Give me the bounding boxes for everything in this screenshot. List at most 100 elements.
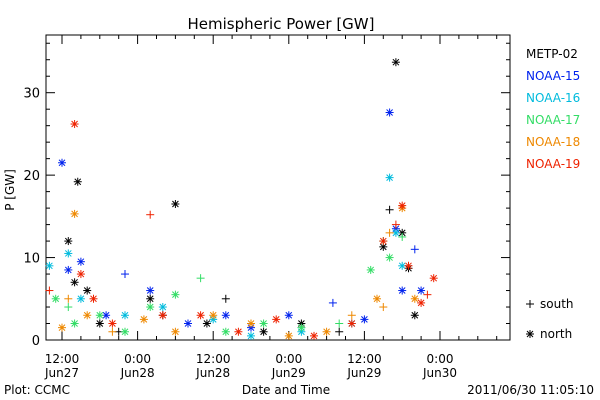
data-point — [95, 311, 104, 320]
data-point — [95, 319, 104, 328]
data-point — [423, 290, 432, 299]
data-point — [328, 298, 337, 307]
data-point — [70, 278, 79, 287]
y-tick-label: 10 — [23, 252, 40, 267]
data-point — [184, 319, 192, 328]
y-tick-label: 30 — [23, 87, 40, 102]
marker-legend-label: north — [540, 327, 572, 341]
x-tick-label-date: Jun27 — [44, 366, 79, 380]
data-point — [398, 261, 407, 270]
data-point — [398, 286, 407, 295]
data-point — [221, 327, 230, 336]
data-point — [108, 319, 117, 328]
x-tick-label-time: 0:00 — [427, 352, 454, 366]
data-point — [347, 319, 356, 328]
data-point — [259, 327, 268, 336]
data-point — [64, 303, 73, 312]
plot-frame — [45, 34, 511, 341]
data-point — [121, 270, 129, 279]
data-point — [58, 323, 66, 332]
marker-legend-symbol — [526, 330, 534, 338]
data-point — [234, 327, 243, 336]
data-point — [391, 220, 400, 229]
data-point — [284, 311, 293, 320]
data-point — [385, 173, 394, 182]
data-point — [379, 237, 388, 246]
data-point — [89, 294, 98, 303]
data-point — [70, 319, 79, 328]
data-point — [45, 261, 54, 270]
chart-title: Hemispheric Power [GW] — [188, 15, 375, 33]
data-point — [247, 331, 255, 340]
data-point — [196, 274, 205, 283]
data-point — [221, 311, 230, 320]
data-point — [297, 323, 306, 332]
data-point — [335, 319, 344, 328]
x-tick-label-date: Jun30 — [422, 366, 457, 380]
data-point — [64, 249, 73, 258]
x-tick-label-date: Jun29 — [346, 366, 381, 380]
data-point — [121, 311, 129, 320]
data-point — [373, 294, 381, 303]
data-point — [171, 199, 180, 208]
data-point — [158, 303, 167, 312]
data-point — [417, 298, 426, 307]
data-point — [247, 319, 255, 328]
data-point — [70, 209, 79, 218]
data-point — [259, 319, 268, 328]
data-point — [379, 303, 388, 312]
data-point — [379, 242, 388, 251]
data-point — [83, 311, 92, 320]
x-tick-label-date: Jun29 — [271, 366, 306, 380]
legend-entry: NOAA-16 — [526, 91, 580, 105]
y-axis: 0 10 20 30 — [23, 42, 510, 349]
data-point — [76, 270, 85, 279]
data-point — [398, 232, 407, 241]
legend-entry: NOAA-19 — [526, 157, 580, 171]
y-axis-label: P [GW] — [3, 169, 17, 211]
data-point — [429, 274, 438, 283]
data-point — [146, 286, 155, 295]
x-axis-label: Date and Time — [242, 383, 330, 397]
data-point — [64, 237, 73, 246]
data-point — [209, 311, 218, 320]
y-tick-label: 0 — [32, 334, 40, 349]
data-point — [322, 327, 331, 336]
data-point — [398, 201, 407, 210]
data-point — [366, 265, 375, 274]
data-point — [272, 315, 281, 324]
legend-entry: NOAA-18 — [526, 135, 580, 149]
data-point — [76, 257, 85, 266]
data-point — [410, 311, 419, 320]
data-point — [196, 311, 205, 320]
data-point — [83, 286, 92, 295]
data-point — [347, 311, 356, 320]
data-point — [284, 331, 293, 340]
data-point — [73, 177, 82, 186]
marker-legend-label: south — [540, 297, 574, 311]
data-point — [385, 253, 394, 262]
data-point — [70, 120, 79, 129]
footer-right: 2011/06/30 11:05:10 — [467, 383, 594, 397]
y-tick-label: 20 — [23, 169, 40, 184]
data-point — [146, 294, 155, 303]
data-point — [51, 294, 60, 303]
series-legend: METP-02 NOAA-15 NOAA-16 NOAA-17 NOAA-18 NOAA-… — [526, 47, 580, 171]
data-point — [385, 108, 394, 117]
data-point — [171, 290, 180, 299]
data-point — [158, 311, 167, 320]
x-tick-label-time: 0:00 — [124, 352, 151, 366]
legend-entry: NOAA-15 — [526, 69, 580, 83]
x-tick-label-date: Jun28 — [195, 366, 230, 380]
marker-legend-symbol — [526, 300, 534, 308]
legend-entry: METP-02 — [526, 47, 578, 61]
data-point — [417, 286, 426, 295]
data-point — [76, 294, 85, 303]
legend-entry: NOAA-17 — [526, 113, 580, 127]
data-points — [45, 58, 438, 340]
x-tick-label-time: 0:00 — [275, 352, 302, 366]
x-axis: 12:00Jun270:00Jun2812:00Jun280:00Jun2912… — [44, 35, 498, 380]
x-tick-label-time: 12:00 — [45, 352, 80, 366]
x-tick-label-time: 12:00 — [196, 352, 231, 366]
